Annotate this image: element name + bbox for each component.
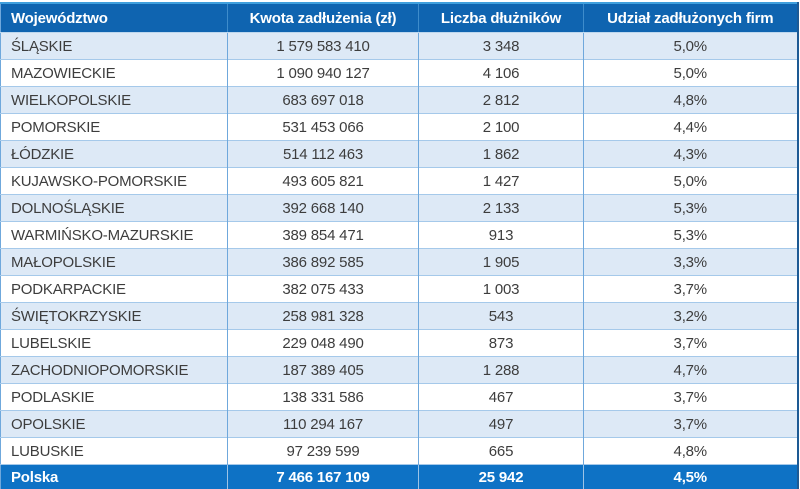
table-body: ŚLĄSKIE 1 579 583 410 3 348 5,0% MAZOWIE… xyxy=(0,32,798,465)
cell-wojewodztwo: ZACHODNIOPOMORSKIE xyxy=(0,356,228,384)
cell-wojewodztwo: DOLNOŚLĄSKIE xyxy=(0,194,228,222)
cell-udzial-zadluzonych-firm: 4,4% xyxy=(583,113,798,141)
cell-wojewodztwo: KUJAWSKO-POMORSKIE xyxy=(0,167,228,195)
cell-wojewodztwo: ŚLĄSKIE xyxy=(0,32,228,60)
cell-udzial-zadluzonych-firm: 3,7% xyxy=(583,275,798,303)
cell-kwota-zadluzenia: 392 668 140 xyxy=(227,194,419,222)
cell-kwota-zadluzenia: 389 854 471 xyxy=(227,221,419,249)
cell-kwota-zadluzenia: 110 294 167 xyxy=(227,410,419,438)
cell-udzial-zadluzonych-firm: 5,0% xyxy=(583,59,798,87)
cell-liczba-dluznikow: 1 003 xyxy=(418,275,584,303)
footer-cell-total-udzial: 4,5% xyxy=(583,464,798,489)
table-row: ŚWIĘTOKRZYSKIE 258 981 328 543 3,2% xyxy=(0,302,798,330)
cell-kwota-zadluzenia: 683 697 018 xyxy=(227,86,419,114)
table-row: MAZOWIECKIE 1 090 940 127 4 106 5,0% xyxy=(0,59,798,87)
cell-liczba-dluznikow: 913 xyxy=(418,221,584,249)
table-row: ZACHODNIOPOMORSKIE 187 389 405 1 288 4,7… xyxy=(0,356,798,384)
cell-kwota-zadluzenia: 386 892 585 xyxy=(227,248,419,276)
cell-udzial-zadluzonych-firm: 3,2% xyxy=(583,302,798,330)
cell-kwota-zadluzenia: 138 331 586 xyxy=(227,383,419,411)
cell-kwota-zadluzenia: 514 112 463 xyxy=(227,140,419,168)
cell-liczba-dluznikow: 4 106 xyxy=(418,59,584,87)
cell-udzial-zadluzonych-firm: 4,3% xyxy=(583,140,798,168)
cell-liczba-dluznikow: 2 133 xyxy=(418,194,584,222)
cell-liczba-dluznikow: 3 348 xyxy=(418,32,584,60)
cell-liczba-dluznikow: 543 xyxy=(418,302,584,330)
cell-wojewodztwo: WARMIŃSKO-MAZURSKIE xyxy=(0,221,228,249)
cell-wojewodztwo: WIELKOPOLSKIE xyxy=(0,86,228,114)
cell-kwota-zadluzenia: 97 239 599 xyxy=(227,437,419,465)
cell-udzial-zadluzonych-firm: 3,3% xyxy=(583,248,798,276)
cell-kwota-zadluzenia: 187 389 405 xyxy=(227,356,419,384)
cell-liczba-dluznikow: 497 xyxy=(418,410,584,438)
cell-udzial-zadluzonych-firm: 5,3% xyxy=(583,221,798,249)
cell-wojewodztwo: MAŁOPOLSKIE xyxy=(0,248,228,276)
cell-liczba-dluznikow: 665 xyxy=(418,437,584,465)
cell-kwota-zadluzenia: 493 605 821 xyxy=(227,167,419,195)
footer-cell-total-kwota: 7 466 167 109 xyxy=(227,464,419,489)
table-row: MAŁOPOLSKIE 386 892 585 1 905 3,3% xyxy=(0,248,798,276)
cell-wojewodztwo: ŁÓDZKIE xyxy=(0,140,228,168)
table-row: ŚLĄSKIE 1 579 583 410 3 348 5,0% xyxy=(0,32,798,60)
cell-udzial-zadluzonych-firm: 4,7% xyxy=(583,356,798,384)
cell-kwota-zadluzenia: 531 453 066 xyxy=(227,113,419,141)
cell-liczba-dluznikow: 1 288 xyxy=(418,356,584,384)
column-header-liczba-dluznikow: Liczba dłużników xyxy=(418,3,584,33)
table-row: PODKARPACKIE 382 075 433 1 003 3,7% xyxy=(0,275,798,303)
header-row: Województwo Kwota zadłużenia (zł) Liczba… xyxy=(0,3,798,33)
cell-wojewodztwo: LUBUSKIE xyxy=(0,437,228,465)
cell-udzial-zadluzonych-firm: 4,8% xyxy=(583,86,798,114)
table-row: DOLNOŚLĄSKIE 392 668 140 2 133 5,3% xyxy=(0,194,798,222)
cell-kwota-zadluzenia: 258 981 328 xyxy=(227,302,419,330)
table-row: KUJAWSKO-POMORSKIE 493 605 821 1 427 5,0… xyxy=(0,167,798,195)
table-row: ŁÓDZKIE 514 112 463 1 862 4,3% xyxy=(0,140,798,168)
cell-wojewodztwo: PODKARPACKIE xyxy=(0,275,228,303)
cell-kwota-zadluzenia: 1 579 583 410 xyxy=(227,32,419,60)
table-row: WIELKOPOLSKIE 683 697 018 2 812 4,8% xyxy=(0,86,798,114)
cell-liczba-dluznikow: 2 812 xyxy=(418,86,584,114)
cell-udzial-zadluzonych-firm: 5,0% xyxy=(583,167,798,195)
footer-cell-total-liczba: 25 942 xyxy=(418,464,584,489)
column-header-kwota-zadluzenia: Kwota zadłużenia (zł) xyxy=(227,3,419,33)
cell-udzial-zadluzonych-firm: 5,0% xyxy=(583,32,798,60)
cell-wojewodztwo: ŚWIĘTOKRZYSKIE xyxy=(0,302,228,330)
cell-wojewodztwo: MAZOWIECKIE xyxy=(0,59,228,87)
table-row: LUBUSKIE 97 239 599 665 4,8% xyxy=(0,437,798,465)
cell-kwota-zadluzenia: 382 075 433 xyxy=(227,275,419,303)
column-header-wojewodztwo: Województwo xyxy=(0,3,228,33)
cell-udzial-zadluzonych-firm: 5,3% xyxy=(583,194,798,222)
cell-udzial-zadluzonych-firm: 3,7% xyxy=(583,383,798,411)
cell-liczba-dluznikow: 1 905 xyxy=(418,248,584,276)
table-row: LUBELSKIE 229 048 490 873 3,7% xyxy=(0,329,798,357)
cell-wojewodztwo: PODLASKIE xyxy=(0,383,228,411)
cell-udzial-zadluzonych-firm: 3,7% xyxy=(583,329,798,357)
table-row: OPOLSKIE 110 294 167 497 3,7% xyxy=(0,410,798,438)
cell-wojewodztwo: LUBELSKIE xyxy=(0,329,228,357)
cell-liczba-dluznikow: 1 427 xyxy=(418,167,584,195)
cell-udzial-zadluzonych-firm: 3,7% xyxy=(583,410,798,438)
cell-udzial-zadluzonych-firm: 4,8% xyxy=(583,437,798,465)
footer-cell-country-label: Polska xyxy=(0,464,228,489)
cell-liczba-dluznikow: 2 100 xyxy=(418,113,584,141)
cell-liczba-dluznikow: 1 862 xyxy=(418,140,584,168)
table-row: POMORSKIE 531 453 066 2 100 4,4% xyxy=(0,113,798,141)
table-row: PODLASKIE 138 331 586 467 3,7% xyxy=(0,383,798,411)
cell-liczba-dluznikow: 873 xyxy=(418,329,584,357)
cell-wojewodztwo: OPOLSKIE xyxy=(0,410,228,438)
cell-wojewodztwo: POMORSKIE xyxy=(0,113,228,141)
table-row: WARMIŃSKO-MAZURSKIE 389 854 471 913 5,3% xyxy=(0,221,798,249)
footer-row-polska: Polska 7 466 167 109 25 942 4,5% xyxy=(0,464,798,489)
cell-kwota-zadluzenia: 1 090 940 127 xyxy=(227,59,419,87)
cell-liczba-dluznikow: 467 xyxy=(418,383,584,411)
cell-kwota-zadluzenia: 229 048 490 xyxy=(227,329,419,357)
column-header-udzial-zadluzonych-firm: Udział zadłużonych firm xyxy=(583,3,798,33)
